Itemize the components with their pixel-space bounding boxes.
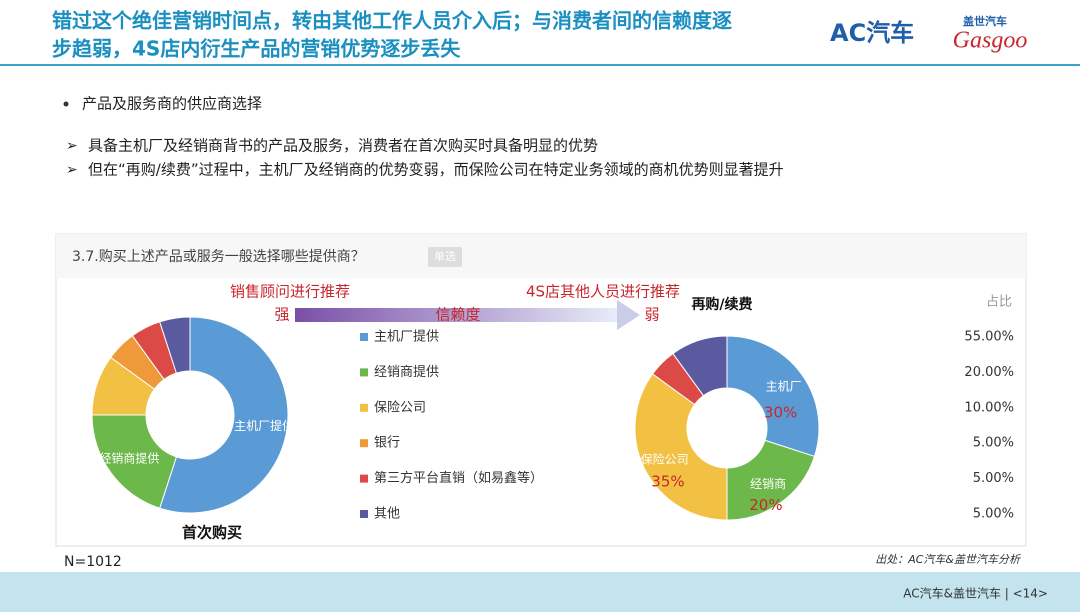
trust-arrow <box>295 308 617 322</box>
slice-label: 经销商提供 <box>99 451 159 466</box>
legend-label: 第三方平台直销（如易鑫等） <box>374 470 543 486</box>
section-title: 产品及服务商的供应商选择 <box>82 95 262 113</box>
legend-swatch <box>360 333 368 341</box>
question: 3.7.购买上述产品或服务一般选择哪些提供商？ <box>72 249 365 265</box>
question-tag: 单选 <box>434 250 456 263</box>
legend-swatch <box>360 510 368 518</box>
legend-swatch <box>360 368 368 377</box>
arrow-label: 4S店其他人员进行推荐 <box>526 283 680 301</box>
chart-title: 再购/续费 <box>691 296 752 313</box>
legend-label: 银行 <box>374 436 400 451</box>
logo-gasgoo: Gasgoo <box>953 28 1028 54</box>
title-line: 步趋弱，4S店内衍生产品的营销优势逐步丢失 <box>52 37 461 61</box>
footer-band <box>0 572 1080 612</box>
title-line: 错过这个绝佳营销时间点，转由其他工作人员介入后；与消费者间的信赖度逐 <box>52 9 732 33</box>
legend-value: 10.00% <box>964 400 1014 415</box>
bullet <box>63 101 69 107</box>
legend-value: 20.00% <box>964 365 1014 380</box>
legend-value: 5.00% <box>973 436 1014 451</box>
slice-value-label: 20% <box>749 496 782 514</box>
share-header: 占比 <box>986 295 1012 310</box>
chart-title: 首次购买 <box>182 524 242 542</box>
arrow-middle: 信赖度 <box>435 306 480 324</box>
legend-swatch <box>360 403 368 412</box>
legend-value: 55.00% <box>964 330 1014 345</box>
legend-label: 其他 <box>374 507 400 522</box>
header-rule <box>0 64 1080 66</box>
legend-label: 主机厂提供 <box>374 329 439 345</box>
arrow-label: 销售顾问进行推荐 <box>230 283 350 301</box>
sample-size: N=1012 <box>64 554 122 570</box>
point: 具备主机厂及经销商背书的产品及服务，消费者在首次购买时具备明显的优势 <box>88 137 598 155</box>
slice-value-label: 30% <box>764 404 797 422</box>
slice-label: 主机厂提供 <box>234 418 294 433</box>
legend-label: 经销商提供 <box>374 364 439 380</box>
slice-label: 保险公司 <box>641 451 689 466</box>
legend-swatch <box>360 474 368 483</box>
logo-gasgoo-cn: 盖世汽车 <box>963 14 1007 28</box>
source: 出处：AC汽车&盖世汽车分析 <box>875 553 1022 566</box>
trust-arrow-head <box>617 300 640 330</box>
legend-value: 5.00% <box>973 507 1014 522</box>
arrow-bullet: ➢ <box>66 138 78 154</box>
legend-value: 5.00% <box>973 471 1014 486</box>
arrow-end: 强 <box>274 306 289 324</box>
slice-label: 经销商 <box>750 476 786 491</box>
legend-label: 保险公司 <box>374 400 426 415</box>
arrow-end: 弱 <box>644 306 659 324</box>
slice-label: 主机厂 <box>766 379 802 393</box>
point: 但在“再购/续费”过程中，主机厂及经销商的优势变弱，而保险公司在特定业务领域的商… <box>88 161 784 179</box>
footer: AC汽车&盖世汽车 | <14> <box>903 586 1048 601</box>
donut-hole <box>687 388 767 468</box>
donut-hole <box>146 371 234 459</box>
slice-value-label: 35% <box>651 473 684 491</box>
panel-header <box>56 234 1026 278</box>
arrow-bullet: ➢ <box>66 162 78 178</box>
tag-bg <box>428 247 462 267</box>
logo-ac: AC汽车 <box>830 19 914 47</box>
legend-swatch <box>360 439 368 448</box>
